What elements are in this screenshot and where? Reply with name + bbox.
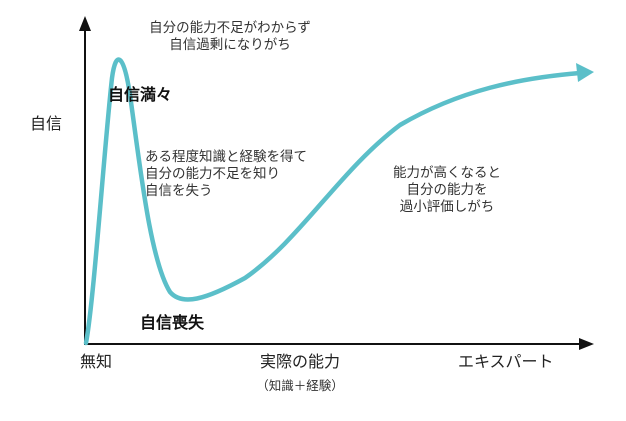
confidence-curve [83,57,583,346]
x-axis-label: 実際の能力 [259,352,340,371]
peak-note-line2: 自信過剰になりがち [169,36,291,53]
peak-note: 自分の能力不足がわからず 自信過剰になりがち [114,20,346,54]
y-axis-arrowhead [79,16,91,31]
middle-note-line2: 自分の能力不足を知り [145,165,280,182]
valley-label: 自信喪失 [140,313,205,332]
x-axis-sublabel: （知識＋経験） [256,378,344,393]
right-note: 能力が高くなると 自分の能力を 過小評価しがち [362,165,532,216]
y-axis-label: 自信 [30,114,63,133]
middle-note-line1: ある程度知識と経験を得て [145,149,307,165]
peak-label: 自信満々 [108,85,173,104]
middle-note-line3: 自信を失う [145,182,213,199]
x-axis-arrowhead [579,338,594,350]
right-note-line2: 自分の能力を [406,181,488,198]
x-start-label: 無知 [80,352,113,371]
middle-note: ある程度知識と経験を得て 自分の能力不足を知り 自信を失う [145,149,307,200]
peak-note-line1: 自分の能力不足がわからず [149,20,311,36]
right-note-line3: 過小評価しがち [399,198,495,215]
x-end-label: エキスパート [458,352,554,371]
curve-arrowhead [576,63,594,82]
right-note-line1: 能力が高くなると [393,165,501,181]
